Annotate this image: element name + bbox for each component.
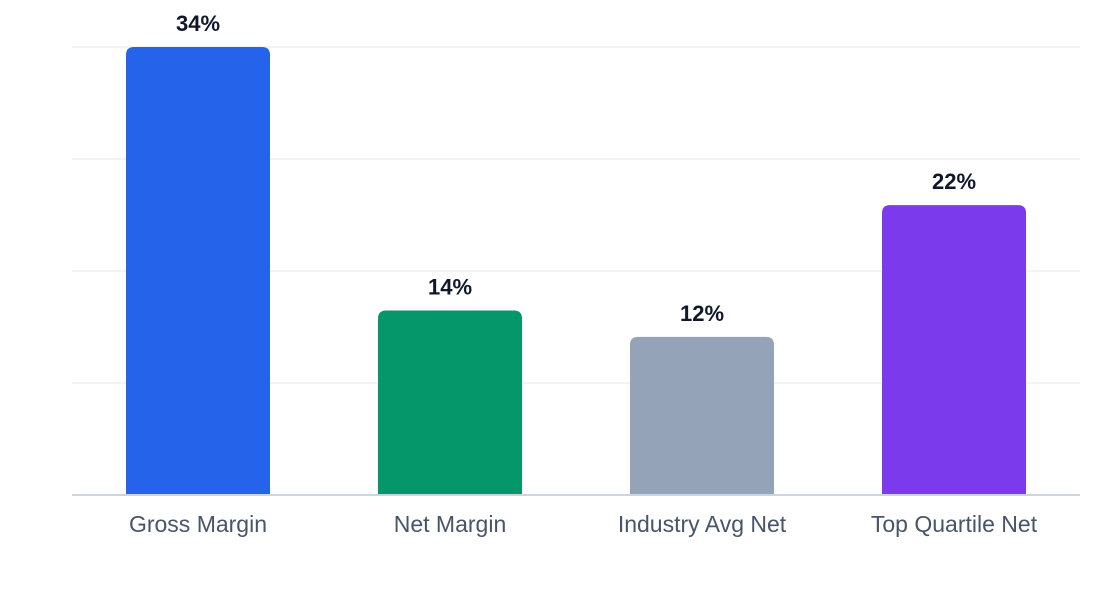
bars — [126, 47, 1026, 495]
value-label: 12% — [680, 301, 724, 326]
bar-gross-margin — [126, 47, 270, 495]
category-label: Top Quartile Net — [871, 511, 1038, 537]
value-label: 14% — [428, 275, 472, 300]
bar-net-margin — [378, 310, 522, 495]
value-label: 34% — [176, 11, 220, 36]
category-label: Net Margin — [394, 511, 506, 537]
value-label: 22% — [932, 169, 976, 194]
value-labels: 34% 14% 12% 22% — [176, 11, 976, 326]
category-label: Gross Margin — [129, 511, 267, 537]
category-labels: Gross Margin Net Margin Industry Avg Net To… — [129, 511, 1038, 537]
category-label: Industry Avg Net — [618, 511, 787, 537]
bar-industry-avg-net — [630, 336, 774, 495]
bar-top-quartile-net — [882, 205, 1026, 495]
